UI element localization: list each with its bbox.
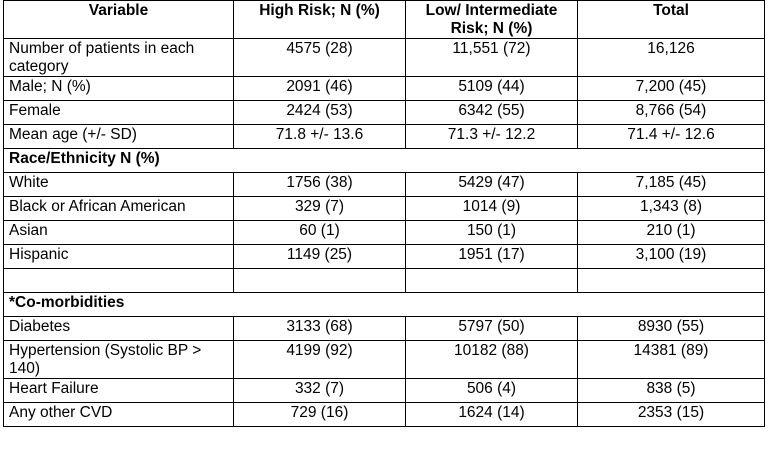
section-row-race: Race/Ethnicity N (%)	[3, 148, 765, 173]
table-row: Female 2424 (53) 6342 (55) 8,766 (54)	[3, 100, 765, 125]
cell-low: 6342 (55)	[405, 100, 578, 125]
cell-variable: Heart Failure	[3, 378, 234, 403]
table-row: Asian 60 (1) 150 (1) 210 (1)	[3, 220, 765, 245]
table-row: Black or African American 329 (7) 1014 (…	[3, 196, 765, 221]
cell-low: 10182 (88)	[405, 340, 578, 379]
cell-variable: Any other CVD	[3, 402, 234, 427]
cell-variable: Hispanic	[3, 244, 234, 269]
cell-total: 7,185 (45)	[577, 172, 765, 197]
cell-low: 506 (4)	[405, 378, 578, 403]
cell-variable: Mean age (+/- SD)	[3, 124, 234, 149]
section-row-comorbidities: *Co-morbidities	[3, 292, 765, 317]
cell-high: 60 (1)	[233, 220, 406, 245]
demographics-table: Variable High Risk; N (%) Low/ Intermedi…	[3, 0, 765, 427]
cell-low: 5429 (47)	[405, 172, 578, 197]
table-row: Hypertension (Systolic BP > 140) 4199 (9…	[3, 340, 765, 379]
cell-total: 8930 (55)	[577, 316, 765, 341]
cell-total: 1,343 (8)	[577, 196, 765, 221]
cell-low: 5797 (50)	[405, 316, 578, 341]
table-row: Mean age (+/- SD) 71.8 +/- 13.6 71.3 +/-…	[3, 124, 765, 149]
cell-high: 332 (7)	[233, 378, 406, 403]
header-row: Variable High Risk; N (%) Low/ Intermedi…	[3, 0, 765, 39]
cell-total: 3,100 (19)	[577, 244, 765, 269]
blank-row	[3, 268, 765, 293]
blank-cell	[233, 268, 406, 293]
cell-variable: Black or African American	[3, 196, 234, 221]
cell-total: 2353 (15)	[577, 402, 765, 427]
cell-total: 210 (1)	[577, 220, 765, 245]
cell-total: 7,200 (45)	[577, 76, 765, 101]
cell-high: 1756 (38)	[233, 172, 406, 197]
cell-total: 16,126	[577, 38, 765, 77]
cell-low: 1014 (9)	[405, 196, 578, 221]
cell-high: 4575 (28)	[233, 38, 406, 77]
cell-high: 329 (7)	[233, 196, 406, 221]
header-low-risk: Low/ Intermediate Risk; N (%)	[405, 0, 578, 39]
cell-total: 8,766 (54)	[577, 100, 765, 125]
section-heading: *Co-morbidities	[3, 292, 765, 317]
cell-low: 11,551 (72)	[405, 38, 578, 77]
cell-total: 14381 (89)	[577, 340, 765, 379]
cell-high: 729 (16)	[233, 402, 406, 427]
table-row: Diabetes 3133 (68) 5797 (50) 8930 (55)	[3, 316, 765, 341]
cell-variable: Number of patients in each category	[3, 38, 234, 77]
cell-low: 1951 (17)	[405, 244, 578, 269]
cell-total: 71.4 +/- 12.6	[577, 124, 765, 149]
cell-low: 5109 (44)	[405, 76, 578, 101]
cell-variable: Female	[3, 100, 234, 125]
table-row: Any other CVD 729 (16) 1624 (14) 2353 (1…	[3, 402, 765, 427]
cell-high: 1149 (25)	[233, 244, 406, 269]
header-total: Total	[577, 0, 765, 39]
cell-variable: Diabetes	[3, 316, 234, 341]
cell-variable: Hypertension (Systolic BP > 140)	[3, 340, 234, 379]
cell-variable: White	[3, 172, 234, 197]
table-row: Hispanic 1149 (25) 1951 (17) 3,100 (19)	[3, 244, 765, 269]
cell-high: 2424 (53)	[233, 100, 406, 125]
table-row: White 1756 (38) 5429 (47) 7,185 (45)	[3, 172, 765, 197]
cell-low: 71.3 +/- 12.2	[405, 124, 578, 149]
header-variable: Variable	[3, 0, 234, 39]
table-row: Number of patients in each category 4575…	[3, 38, 765, 77]
cell-high: 4199 (92)	[233, 340, 406, 379]
cell-high: 2091 (46)	[233, 76, 406, 101]
table-row: Heart Failure 332 (7) 506 (4) 838 (5)	[3, 378, 765, 403]
table-row: Male; N (%) 2091 (46) 5109 (44) 7,200 (4…	[3, 76, 765, 101]
blank-cell	[3, 268, 234, 293]
cell-variable: Male; N (%)	[3, 76, 234, 101]
cell-high: 3133 (68)	[233, 316, 406, 341]
cell-variable: Asian	[3, 220, 234, 245]
section-heading: Race/Ethnicity N (%)	[3, 148, 765, 173]
blank-cell	[577, 268, 765, 293]
cell-low: 150 (1)	[405, 220, 578, 245]
blank-cell	[405, 268, 578, 293]
cell-total: 838 (5)	[577, 378, 765, 403]
cell-high: 71.8 +/- 13.6	[233, 124, 406, 149]
header-high-risk: High Risk; N (%)	[233, 0, 406, 39]
cell-low: 1624 (14)	[405, 402, 578, 427]
